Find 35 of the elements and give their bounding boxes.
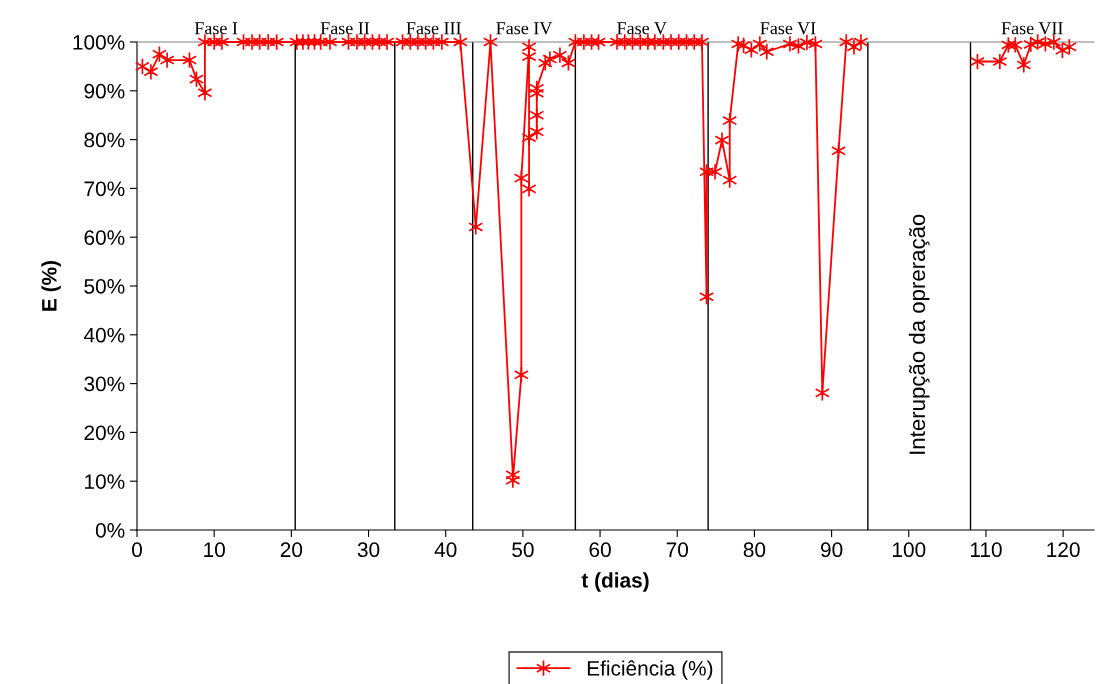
y-tick-label: 30%	[84, 376, 125, 392]
y-tick-label: 70%	[84, 181, 125, 197]
text: Fase IV	[496, 22, 553, 35]
text: Fase VII	[1001, 22, 1063, 35]
x-tick-label: 110	[970, 542, 1002, 558]
y-tick-label: 50%	[84, 279, 125, 294]
y-tick-label: 20%	[84, 425, 125, 441]
y-tick-label: 60%	[84, 230, 125, 245]
text: Fase V	[617, 22, 667, 35]
x-tick-label: 80	[743, 542, 766, 558]
y-tick-label: 100%	[73, 35, 125, 50]
x-tick-label: 40	[434, 542, 457, 558]
annotation: Interupção da opreração	[908, 214, 930, 454]
text: Fase III	[406, 22, 461, 35]
x-tick-label: 0	[132, 542, 142, 558]
x-tick-label: 60	[589, 542, 611, 558]
x-tick-label: 120	[1047, 542, 1080, 558]
y-tick-label: 90%	[84, 83, 125, 99]
x-tick-label: 70	[666, 542, 689, 558]
y-tick-label: 80%	[84, 132, 125, 148]
text: Fase VI	[760, 22, 816, 35]
x-tick-label: 30	[357, 542, 380, 558]
x-axis-title: t (dias)	[581, 572, 649, 592]
x-tick-label: 20	[280, 542, 303, 558]
y-axis-title: E (%)	[41, 260, 61, 311]
legend-label: Eficiência (%)	[587, 660, 713, 680]
text: Fase II	[320, 22, 370, 35]
y-tick-label: 40%	[83, 327, 125, 343]
x-tick-label: 50	[512, 542, 534, 558]
x-tick-label: 100	[892, 542, 926, 558]
text: Fase I	[194, 22, 238, 35]
y-tick-label: 10%	[85, 474, 125, 489]
x-tick-label: 10	[204, 542, 225, 558]
y-tick-label: 0%	[95, 523, 125, 538]
x-tick-label: 90	[820, 542, 843, 558]
